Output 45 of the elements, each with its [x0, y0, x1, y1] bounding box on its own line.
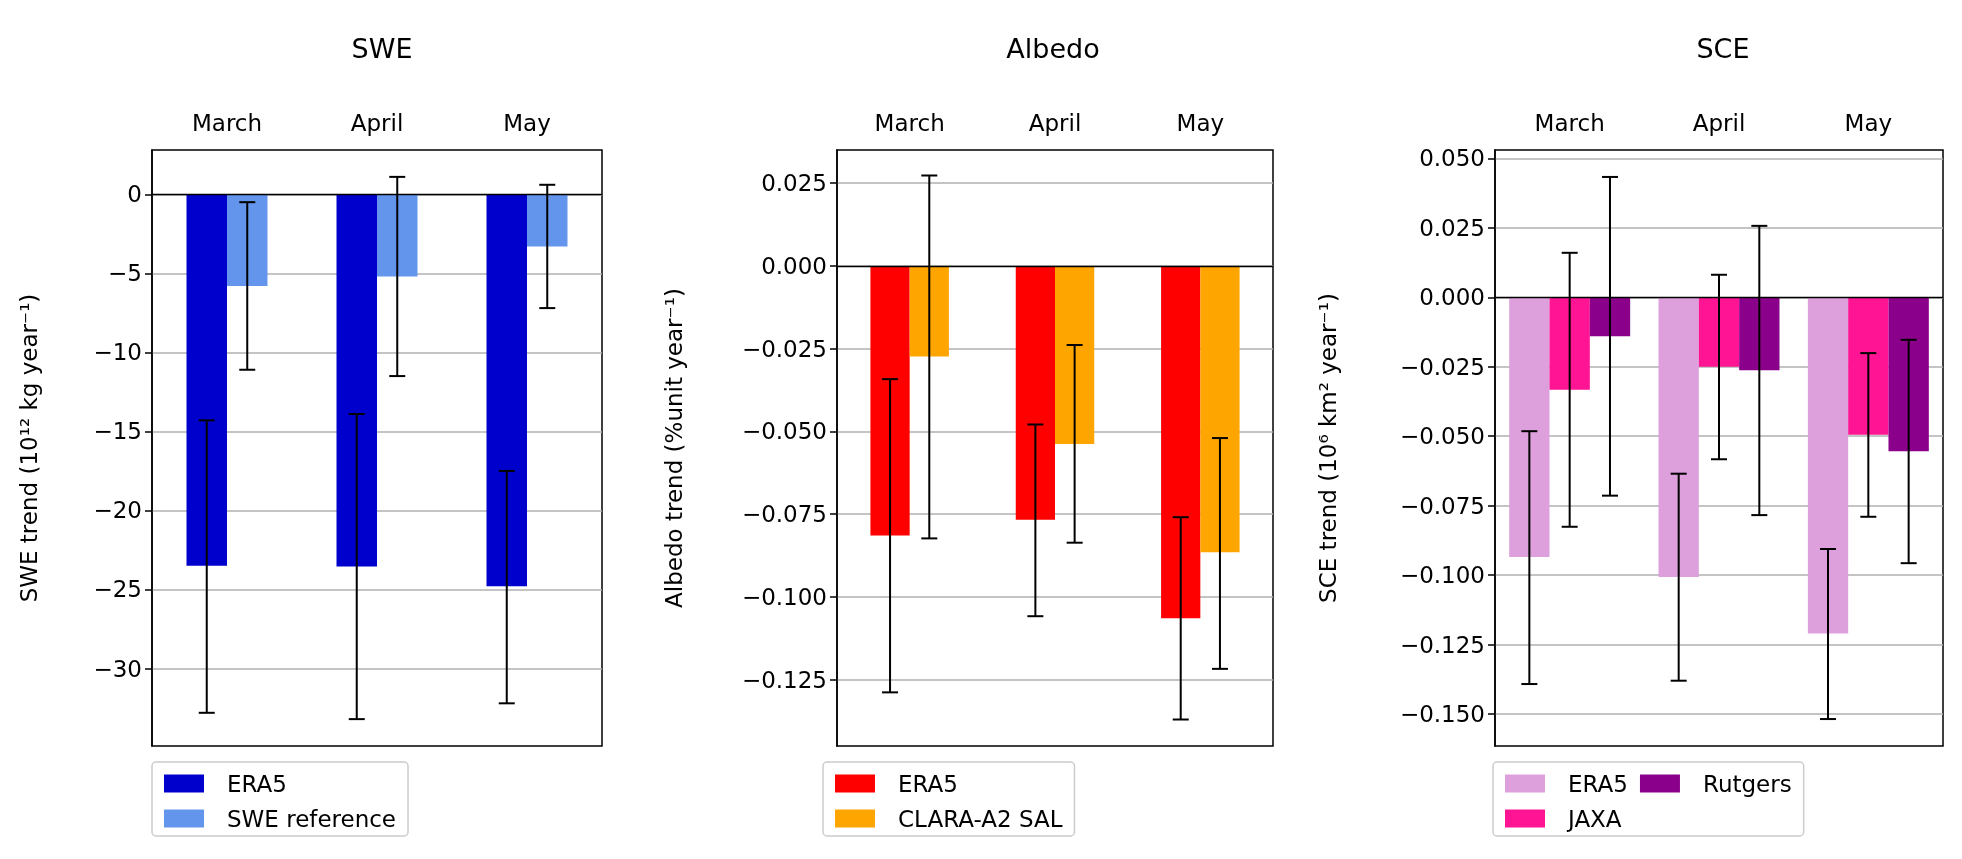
y-tick-label: −25 [93, 576, 142, 603]
x-tick-label: April [1692, 109, 1746, 136]
y-tick-label: −0.075 [741, 501, 827, 528]
y-tick-label: 0.000 [1419, 284, 1485, 311]
y-tick-label: −0.050 [1399, 423, 1485, 450]
x-tick-label: May [503, 109, 551, 136]
chart-title: SWE [351, 33, 413, 64]
y-tick-label: −0.025 [741, 335, 827, 362]
y-tick-label: −0.125 [1399, 631, 1485, 658]
x-tick-label: April [350, 109, 404, 136]
y-tick-label: −20 [93, 497, 142, 524]
x-tick-label: May [1176, 109, 1225, 136]
y-tick-label: 0.025 [1419, 214, 1485, 241]
y-tick-label: −0.125 [741, 666, 827, 693]
legend-label: ERA5 [898, 770, 958, 797]
y-axis-title: SWE trend (10¹² kg year⁻¹) [15, 293, 42, 603]
x-tick-label: March [1534, 109, 1605, 136]
y-tick-label: −0.100 [741, 584, 827, 610]
y-tick-label: −0.025 [1399, 353, 1485, 380]
y-tick-label: 0.025 [761, 170, 827, 197]
legend-label: CLARA-A2 SAL [898, 805, 1063, 832]
x-tick-label: April [1028, 109, 1082, 136]
y-tick-label: 0.050 [1419, 145, 1485, 172]
legend-label: ERA5 [227, 770, 287, 797]
chart-title: SCE [1696, 33, 1750, 64]
y-tick-label: −5 [108, 260, 142, 287]
x-tick-label: May [1844, 109, 1893, 136]
x-tick-label: March [191, 109, 263, 136]
y-tick-label: −0.050 [741, 418, 827, 445]
y-axis-title: SCE trend (10⁶ km² year⁻¹) [1314, 293, 1341, 603]
y-tick-label: 0 [127, 181, 142, 208]
y-tick-label: −0.150 [1399, 701, 1485, 728]
legend-label: ERA5 [1568, 770, 1628, 797]
x-tick-label: March [874, 109, 945, 136]
legend-label: JAXA [1566, 805, 1622, 832]
y-tick-label: −30 [93, 655, 142, 682]
legend-label: Rutgers [1702, 770, 1792, 797]
y-axis-title: Albedo trend (%unit year⁻¹) [660, 288, 687, 608]
chart-title: Albedo [1006, 33, 1100, 64]
legend-label: SWE reference [227, 805, 397, 832]
y-tick-label: −10 [93, 339, 142, 366]
y-tick-label: 0.000 [761, 252, 827, 279]
y-tick-label: −0.075 [1399, 492, 1485, 519]
y-tick-label: −15 [93, 418, 142, 445]
y-tick-label: −0.100 [1399, 562, 1485, 589]
